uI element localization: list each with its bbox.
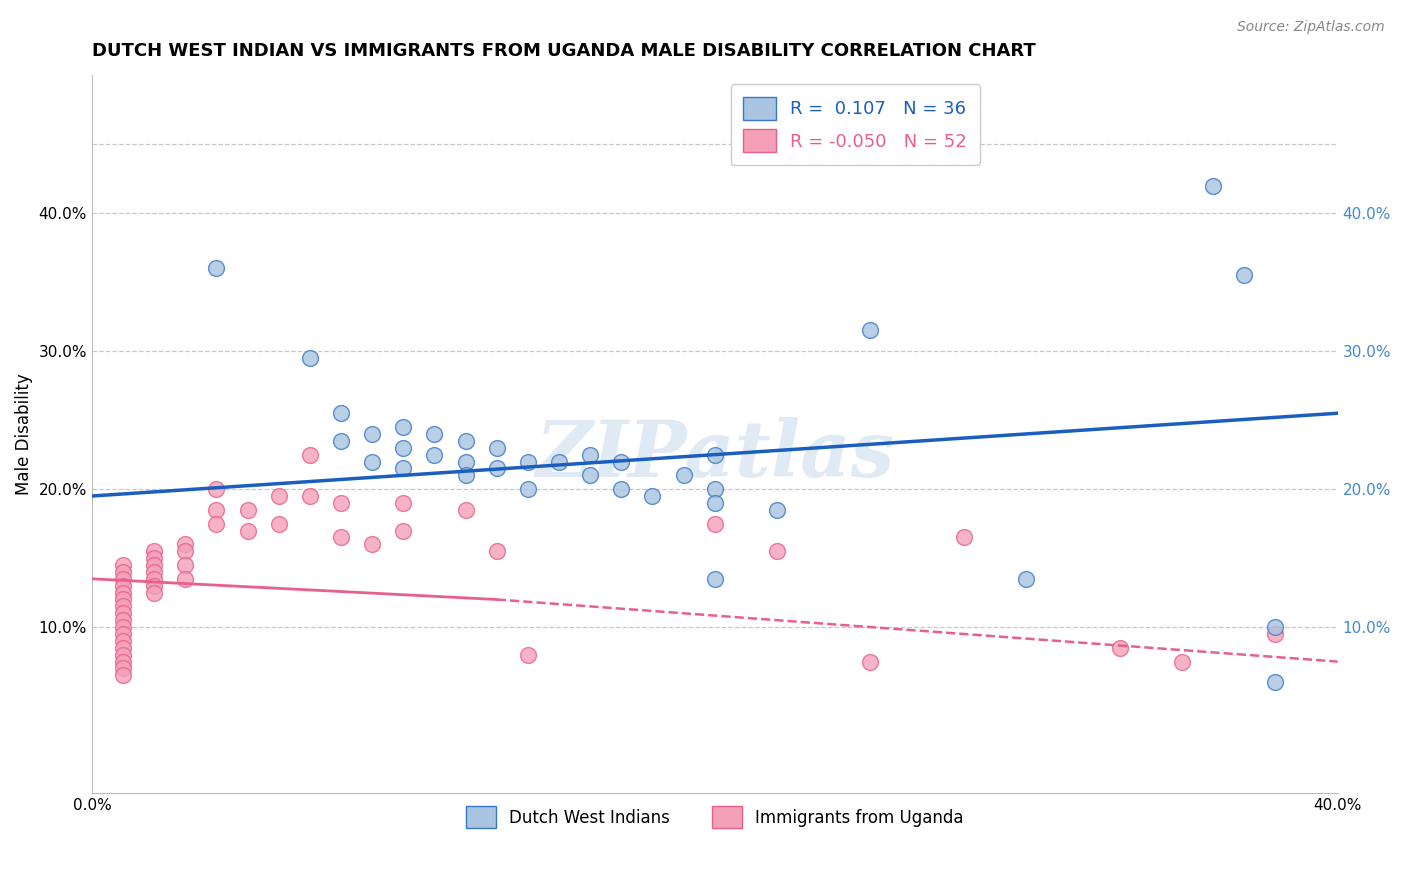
Point [112,668,135,682]
Point [454,454,477,468]
Point [205,261,228,276]
Point [112,585,135,599]
Point [1264,675,1286,690]
Point [766,544,789,558]
Point [392,441,415,455]
Point [392,496,415,510]
Point [112,648,135,662]
Legend: Dutch West Indians, Immigrants from Uganda: Dutch West Indians, Immigrants from Ugan… [460,800,970,835]
Point [703,516,725,531]
Point [361,426,384,441]
Point [112,558,135,572]
Point [392,461,415,475]
Point [423,448,446,462]
Point [112,579,135,593]
Point [953,530,976,544]
Point [112,565,135,579]
Point [330,434,353,448]
Point [766,503,789,517]
Point [298,489,321,503]
Text: DUTCH WEST INDIAN VS IMMIGRANTS FROM UGANDA MALE DISABILITY CORRELATION CHART: DUTCH WEST INDIAN VS IMMIGRANTS FROM UGA… [91,42,1036,60]
Point [361,454,384,468]
Point [1171,655,1194,669]
Point [1264,627,1286,641]
Point [112,613,135,627]
Point [112,572,135,586]
Point [112,661,135,675]
Point [143,544,166,558]
Point [112,627,135,641]
Point [174,572,197,586]
Point [361,537,384,551]
Point [205,516,228,531]
Point [454,434,477,448]
Point [485,544,508,558]
Point [516,482,538,496]
Point [454,468,477,483]
Point [579,448,602,462]
Point [516,454,538,468]
Point [298,448,321,462]
Point [236,524,259,538]
Point [330,530,353,544]
Point [703,448,725,462]
Point [205,482,228,496]
Point [1015,572,1038,586]
Point [112,620,135,634]
Point [143,551,166,566]
Point [392,420,415,434]
Point [548,454,571,468]
Text: ZIPatlas: ZIPatlas [536,417,894,493]
Point [1264,620,1286,634]
Point [703,482,725,496]
Point [392,524,415,538]
Point [174,537,197,551]
Point [1108,640,1130,655]
Point [174,558,197,572]
Point [143,579,166,593]
Point [112,592,135,607]
Point [267,489,290,503]
Point [516,648,538,662]
Point [859,323,882,337]
Point [112,633,135,648]
Point [454,503,477,517]
Point [143,565,166,579]
Point [1202,178,1225,193]
Point [174,544,197,558]
Point [610,454,633,468]
Point [143,572,166,586]
Point [703,496,725,510]
Point [112,607,135,621]
Point [143,585,166,599]
Point [579,468,602,483]
Point [641,489,664,503]
Point [267,516,290,531]
Point [1233,268,1256,283]
Point [112,640,135,655]
Y-axis label: Male Disability: Male Disability [15,373,32,495]
Point [143,558,166,572]
Point [485,461,508,475]
Text: Source: ZipAtlas.com: Source: ZipAtlas.com [1237,20,1385,34]
Point [236,503,259,517]
Point [610,482,633,496]
Point [703,572,725,586]
Point [330,406,353,420]
Point [112,599,135,614]
Point [298,351,321,365]
Point [485,441,508,455]
Point [112,655,135,669]
Point [330,496,353,510]
Point [423,426,446,441]
Point [205,503,228,517]
Point [672,468,695,483]
Point [859,655,882,669]
